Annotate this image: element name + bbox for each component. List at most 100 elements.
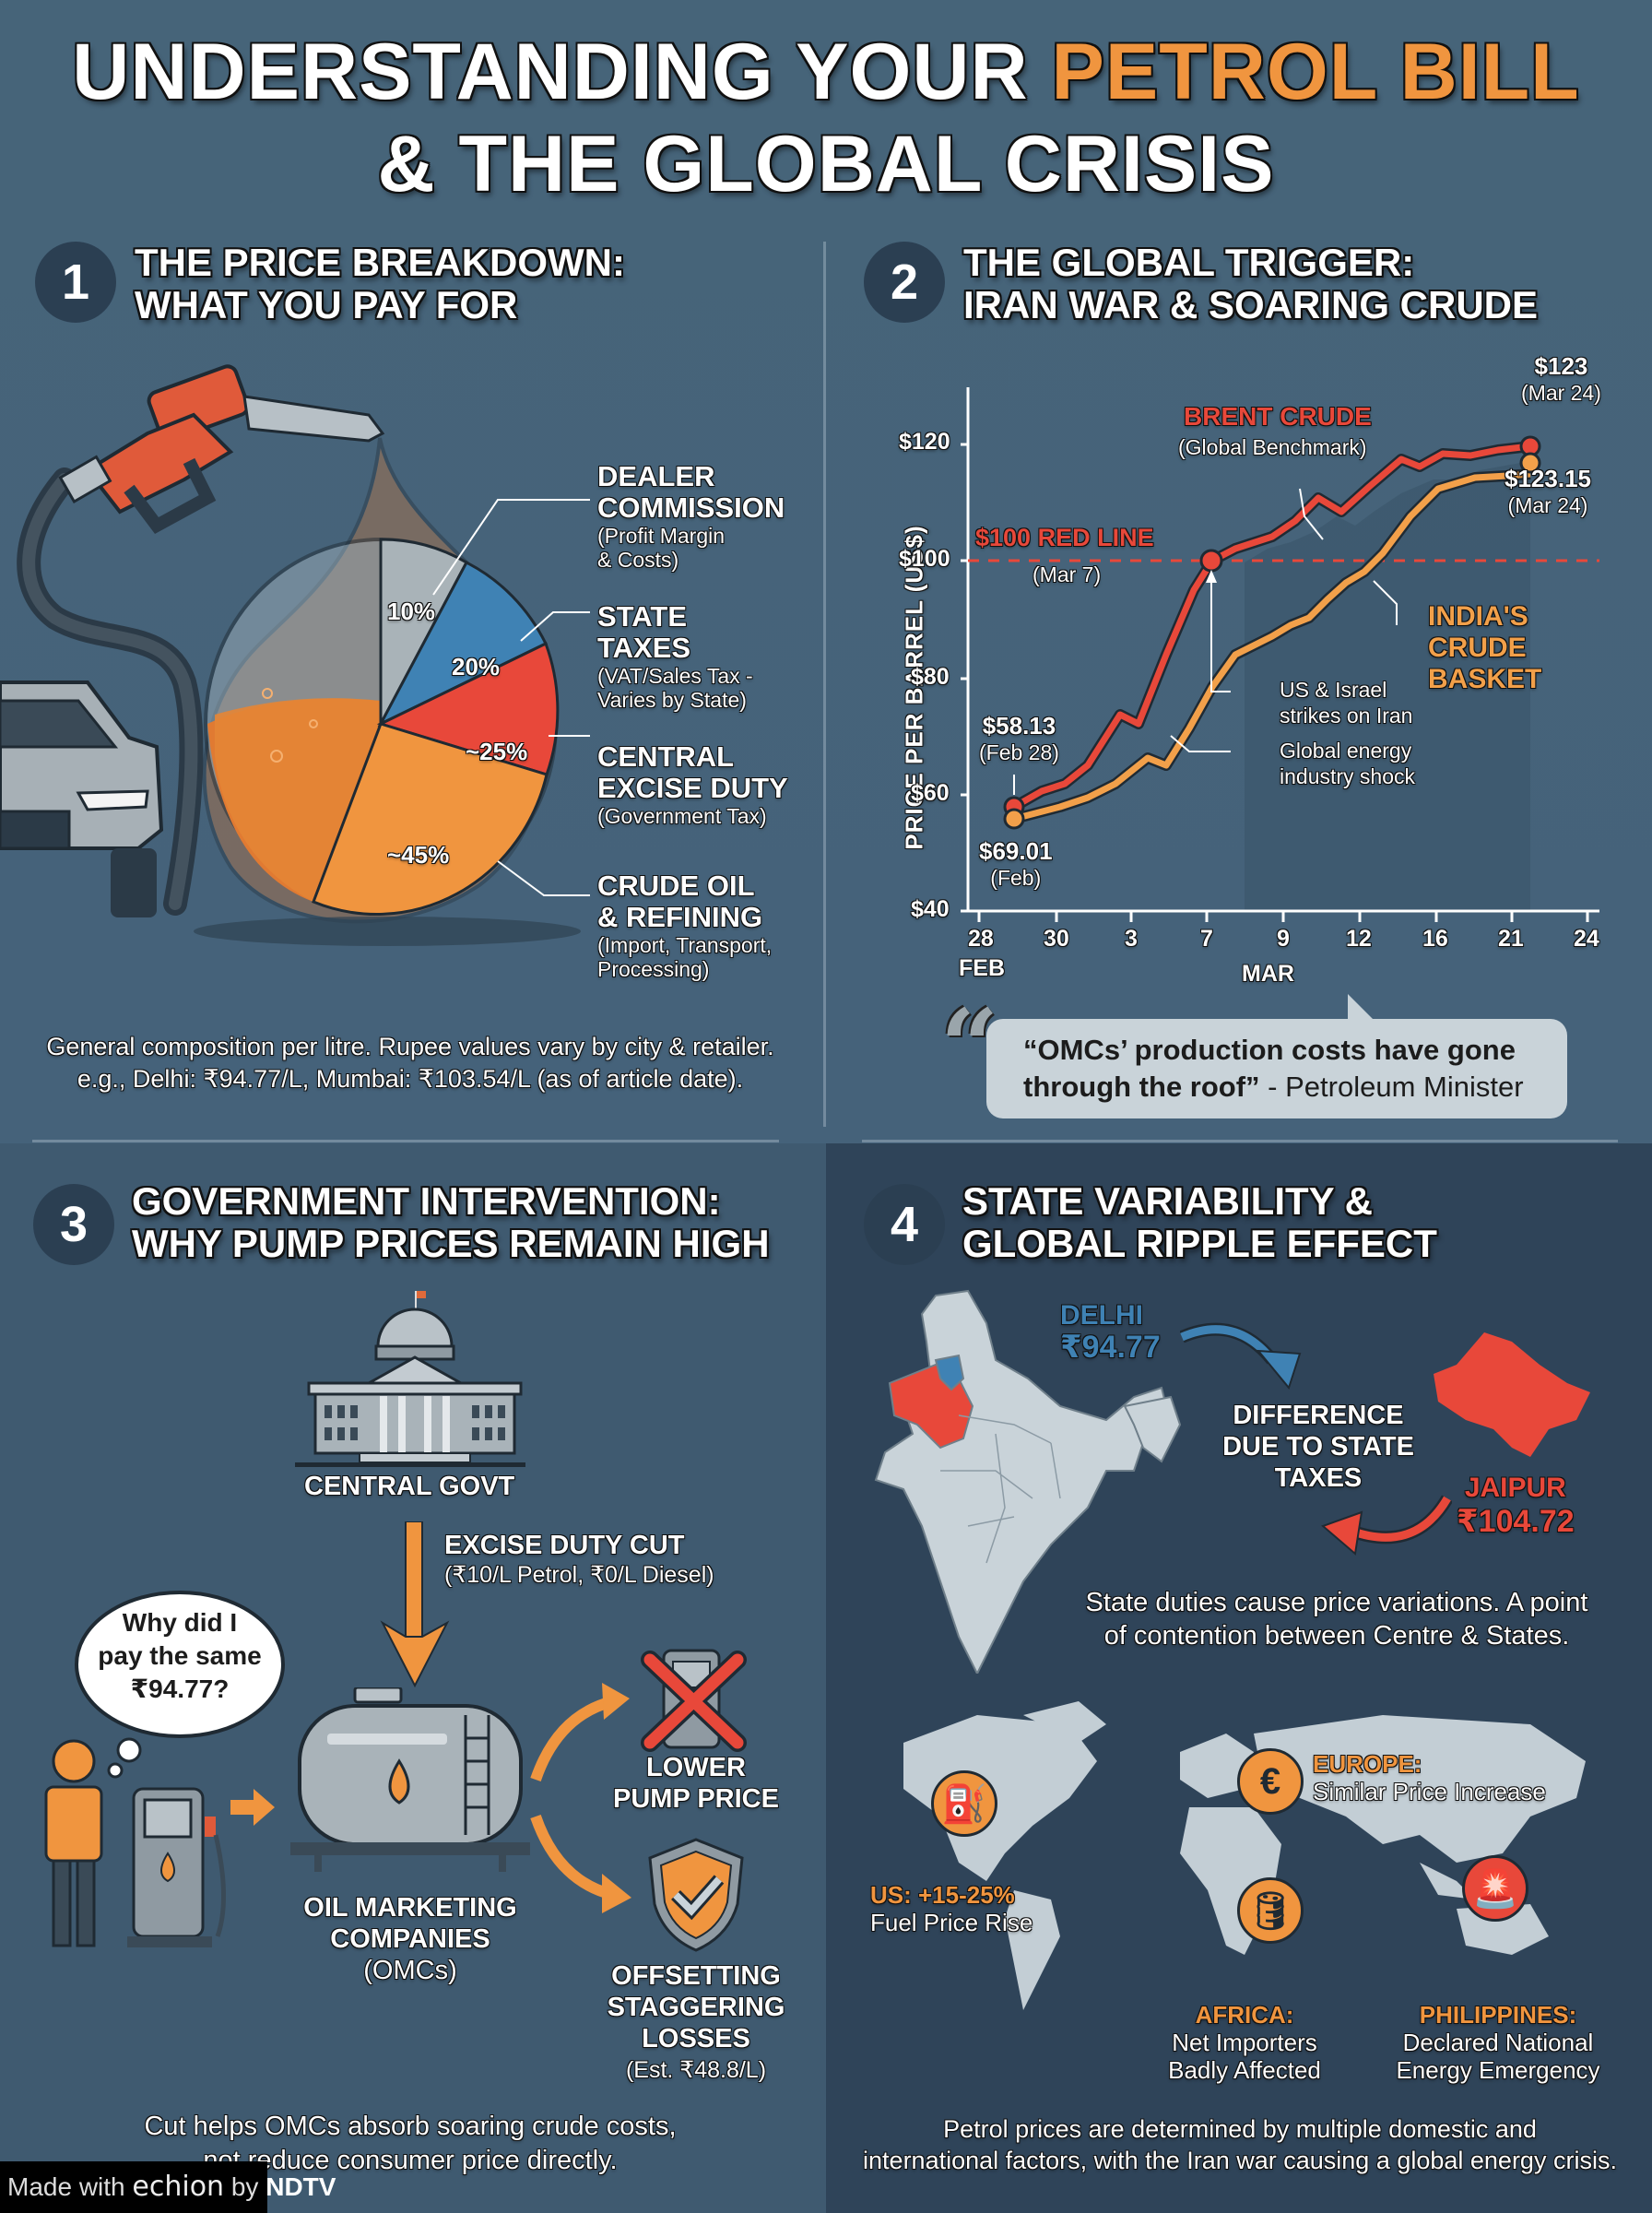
annotation-line: US & Israel [1280,678,1387,702]
legend-sub: Varies by State) [597,688,747,712]
thought-line: ₹94.77? [130,1675,230,1703]
annotation-line: Global energy [1280,739,1412,763]
made-with-text: Made with [7,2172,133,2201]
fuel-pump-pie-illustration [0,364,581,946]
car-icon [0,680,164,917]
brent-label: BRENT CRUDE [1184,402,1372,431]
section1-caption: General composition per litre. Rupee val… [0,1031,820,1095]
legend-title: TAXES [597,632,691,664]
x-tick: 16 [1422,926,1448,952]
central-govt-label: CENTRAL GOVT [304,1472,515,1501]
brent-end-annotation: $123 (Mar 24) [1521,352,1601,406]
red-line-date: (Mar 7) [1032,562,1102,586]
pie-slice-crude [312,722,549,916]
label-line: TAXES [1274,1463,1363,1493]
x-tick: 12 [1346,926,1372,952]
cut-detail: (₹10/L Petrol, ₹0/L Diesel) [444,1562,714,1588]
thought-text: Why did I pay the same ₹94.77? [83,1606,277,1706]
government-building-icon [295,1291,525,1467]
x-tick: 9 [1277,926,1290,952]
value: $69.01 [979,837,1053,865]
label-line: DIFFERENCE [1233,1401,1404,1430]
quote-text: “OMCs’ production costs have gone [1023,1034,1516,1066]
section2-title: THE GLOBAL TRIGGER: IRAN WAR & SOARING C… [963,242,1538,326]
y-tick-60: $60 [911,780,950,806]
offsetting-losses-label: OFFSETTING STAGGERING LOSSES (Est. ₹48.8… [590,1960,802,2086]
brent-sub-label: (Global Benchmark) [1178,435,1367,459]
india-basket-label: INDIA'S CRUDE BASKET [1428,601,1541,695]
caption-line: e.g., Delhi: ₹94.77/L, Mumbai: ₹103.54/L… [77,1065,744,1093]
region-africa: AFRICA: Net Importers Badly Affected [1152,2001,1337,2084]
section4-title: STATE VARIABILITY & GLOBAL RIPPLE EFFECT [962,1180,1437,1265]
region-desc: Fuel Price Rise [870,1909,1033,1936]
pie-slice-dealer [379,538,469,725]
date: (Feb) [990,866,1042,890]
rajasthan-map-icon [1434,1332,1590,1457]
region-title: EUROPE: [1313,1750,1422,1778]
city-price: ₹104.72 [1457,1504,1575,1539]
section-number-2: 2 [864,242,945,323]
person-at-pump-icon [44,1739,227,1947]
by-text: by [224,2172,266,2201]
label-line: LOWER [646,1753,746,1782]
caption-line: Petrol prices are determined by multiple… [943,2115,1537,2143]
section2-title-line1: THE GLOBAL TRIGGER: [963,241,1415,284]
label-line: (Est. ₹48.8/L) [625,2057,767,2083]
title-line1: UNDERSTANDING YOUR [72,28,1052,116]
caption-line: Cut helps OMCs absorb soaring crude cost… [144,2112,677,2141]
date: (Mar 24) [1507,493,1588,517]
x-tick: 30 [1044,926,1069,952]
region-title: AFRICA: [1195,2001,1294,2029]
y-tick-100: $100 [899,546,950,572]
region-us: US: +15-25% Fuel Price Rise [870,1881,1032,1936]
caption-line: General composition per litre. Rupee val… [46,1033,774,1060]
thought-cloud-icon [75,1591,285,1779]
ndtv-logo: NDTV [266,2172,336,2201]
y-tick-80: $80 [911,664,950,690]
excise-cut-label: EXCISE DUTY CUT (₹10/L Petrol, ₹0/L Dies… [444,1531,714,1589]
legend-title: DEALER [597,460,715,492]
label-line: PUMP PRICE [613,1784,779,1814]
title-line2: & THE GLOBAL CRISIS [377,120,1275,208]
divider-horizontal-right [862,1140,1618,1142]
omc-line: OIL MARKETING [303,1893,517,1923]
fuel-pump-icon: ⛽ [931,1770,997,1837]
x-tick: 21 [1498,926,1524,952]
region-title: US: +15-25% [870,1881,1015,1909]
annotation-line: industry shock [1280,764,1416,788]
section4-caption: Petrol prices are determined by multiple… [839,2113,1641,2176]
city-name: JAIPUR [1464,1473,1566,1503]
fuel-nozzle-icon [58,364,385,535]
shield-check-icon [648,1838,744,1952]
x-tick: 3 [1125,926,1138,952]
legend-title: & REFINING [597,901,763,933]
section1-title-line2: WHAT YOU PAY FOR [135,283,518,326]
jaipur-price-label: JAIPUR ₹104.72 [1457,1472,1575,1538]
blue-curved-arrow-icon [1180,1322,1302,1391]
section-number-3: 3 [33,1184,114,1265]
omc-line: (OMCs) [363,1956,457,1985]
region-desc: Energy Emergency [1396,2056,1600,2084]
omc-label: OIL MARKETING COMPANIES (OMCs) [295,1892,525,1986]
section-number-1: 1 [35,242,116,323]
value: $123.15 [1504,465,1591,492]
made-with-echion-badge[interactable]: Made with echion by NDTV [0,2161,336,2213]
legend-title: STATE [597,600,688,633]
red-line-label: $100 RED LINE [975,524,1154,551]
pie-pct-dealer: 10% [387,598,436,625]
minister-quote-box: “OMCs’ production costs have gone throug… [986,1019,1567,1118]
india-label-line: CRUDE [1428,633,1527,663]
y-tick-120: $120 [899,429,950,455]
divider-horizontal-left [32,1140,779,1142]
title-accent: PETROL BILL [1051,28,1580,116]
annotation-energy-shock: Global energy industry shock [1280,738,1415,789]
annotation-line: strikes on Iran [1280,704,1413,728]
region-desc: Badly Affected [1168,2056,1321,2084]
label-line: DUE TO STATE [1222,1432,1414,1462]
oil-barrel-icon: 🛢 [1237,1877,1304,1944]
date: (Feb 28) [979,740,1059,764]
crossed-pump-icon [641,1649,747,1752]
y-tick-40: $40 [911,896,950,922]
delhi-price-label: DELHI ₹94.77 [1060,1300,1161,1363]
value: $58.13 [982,712,1056,740]
